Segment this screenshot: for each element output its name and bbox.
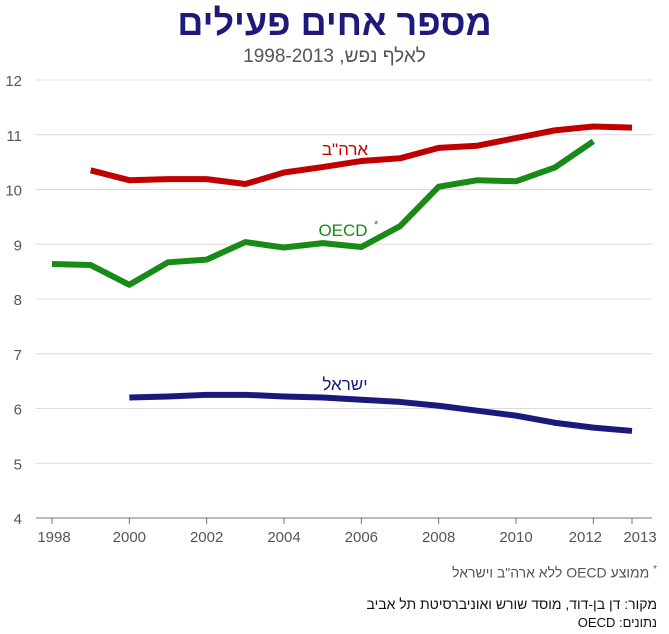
y-tick-label-8: 8 <box>14 292 22 309</box>
x-tick-label-1998: 1998 <box>37 529 70 546</box>
series-line-oecd <box>51 138 596 288</box>
y-tick-label-9: 9 <box>14 237 22 254</box>
y-tick-label-12: 12 <box>5 73 22 90</box>
chart-title: מספר אחים פעילים <box>177 2 492 43</box>
x-tick-label-2008: 2008 <box>422 529 455 546</box>
y-tick-label-10: 10 <box>5 183 22 200</box>
series-label-israel: ישראל <box>322 375 367 394</box>
oecd-footnote: * ממוצע OECD ללא ארה"ב וישראל <box>452 564 657 581</box>
x-tick-label-2000: 2000 <box>113 529 146 546</box>
x-tick-label-2010: 2010 <box>499 529 532 546</box>
y-tick-label-4: 4 <box>14 511 22 528</box>
x-tick-label-2012: 2012 <box>569 529 602 546</box>
footnote-star: * <box>653 564 657 575</box>
series-label-oecd: OECD <box>318 221 367 240</box>
data-source-credit: נתונים: OECD <box>577 615 657 630</box>
x-tick-label-2004: 2004 <box>267 529 300 546</box>
source-credit: מקור: דן בן-דוד, מוסד שורש ואוניברסיטת ת… <box>366 596 657 612</box>
series-line-israel <box>129 391 633 434</box>
series-line-usa <box>89 123 633 188</box>
y-tick-label-5: 5 <box>14 456 22 473</box>
x-tick-label-2013: 2013 <box>623 529 656 546</box>
y-tick-label-7: 7 <box>14 347 22 364</box>
y-tick-label-6: 6 <box>14 402 22 419</box>
y-tick-label-11: 11 <box>6 128 22 145</box>
footnote-text: ממוצע OECD ללא ארה"ב וישראל <box>452 564 650 581</box>
series-label-usa: ארה"ב <box>322 140 369 159</box>
x-tick-label-2006: 2006 <box>345 529 378 546</box>
series-label-marker-oecd: * <box>374 219 379 231</box>
x-tick-label-2002: 2002 <box>190 529 223 546</box>
chart-subtitle: לאלף נפש, 1998-2013 <box>243 46 426 67</box>
